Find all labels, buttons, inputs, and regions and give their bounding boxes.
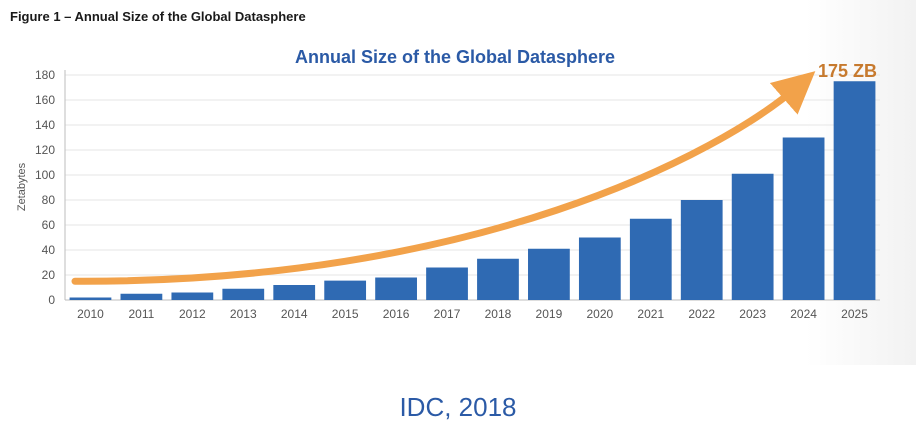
bar-2012: [171, 292, 214, 300]
x-tick-labels: 2010 2011 2012 2013 2014 2015 2016 2017 2018 2019…: [77, 307, 868, 321]
x-tick-label: 2024: [790, 307, 817, 321]
x-tick-label: 2010: [77, 307, 104, 321]
y-tick-label: 140: [35, 118, 55, 132]
x-tick-label: 2023: [739, 307, 766, 321]
chart-title: Annual Size of the Global Datasphere: [294, 47, 616, 67]
y-tick-label: 20: [42, 268, 56, 282]
y-tick-label: 160: [35, 93, 55, 107]
y-tick-labels: 0 20 40 60 80 100 120 140 160 180: [35, 68, 55, 307]
figure-caption: Figure 1 – Annual Size of the Global Dat…: [10, 9, 306, 24]
x-tick-label: 2015: [332, 307, 359, 321]
x-tick-label: 2012: [179, 307, 206, 321]
y-tick-label: 180: [35, 68, 55, 82]
x-tick-label: 2020: [586, 307, 613, 321]
y-tick-label: 100: [35, 168, 55, 182]
x-tick-label: 2011: [129, 307, 155, 321]
bar-2011: [120, 293, 163, 300]
source-citation: IDC, 2018: [399, 392, 517, 422]
x-tick-label: 2021: [637, 307, 664, 321]
bar-2016: [375, 277, 417, 300]
x-tick-label: 2018: [485, 307, 512, 321]
x-tick-label: 2016: [383, 307, 410, 321]
x-tick-label: 2017: [434, 307, 461, 321]
y-tick-label: 80: [42, 193, 56, 207]
y-tick-label: 120: [35, 143, 55, 157]
x-tick-label: 2013: [230, 307, 257, 321]
x-tick-label: 2025: [841, 307, 868, 321]
bar-2021: [629, 218, 672, 300]
x-tick-label: 2019: [536, 307, 563, 321]
bars: [69, 81, 876, 300]
y-axis-label: Zetabytes: [16, 162, 28, 211]
bar-2013: [222, 288, 265, 300]
bar-2020: [578, 237, 621, 300]
x-tick-label: 2022: [688, 307, 715, 321]
y-tick-label: 60: [42, 218, 56, 232]
growth-arrow-curve: [71, 71, 816, 285]
bar-2018: [477, 258, 519, 300]
bar-2023: [731, 173, 774, 300]
growth-arrow: [71, 71, 816, 285]
y-tick-label: 0: [48, 293, 55, 307]
bar-2025: [833, 81, 876, 300]
y-tick-label: 40: [42, 243, 56, 257]
bar-2010: [69, 297, 112, 300]
bar-2014: [273, 285, 316, 300]
bar-2022: [680, 200, 723, 300]
annotation-175zb: 175 ZB: [818, 61, 877, 81]
bar-2019: [528, 248, 570, 300]
bar-2015: [324, 280, 367, 300]
bar-2024: [782, 137, 825, 300]
bar-2017: [426, 267, 468, 300]
x-tick-label: 2014: [281, 307, 308, 321]
